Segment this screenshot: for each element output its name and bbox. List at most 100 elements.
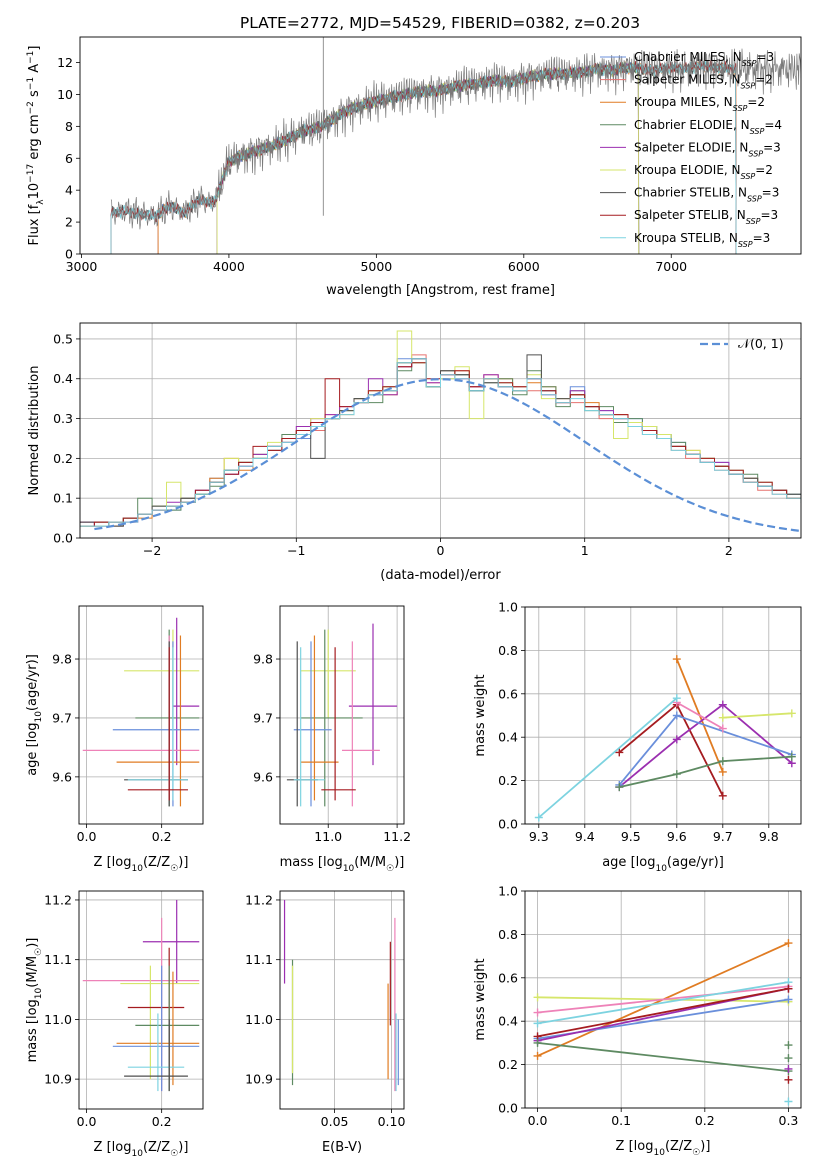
axes-frame [524,890,802,1109]
axes-frame [79,322,802,539]
y-tick-label: 9.7 [52,710,72,725]
x-tick-label: −2 [143,543,161,558]
y-tick-label: 6 [65,151,73,166]
weight-lines [533,939,793,1106]
y-tick-label: 11.0 [245,1012,273,1027]
x-tick-label: 0 [437,543,445,558]
weight-line [538,697,678,819]
axes-frame [78,890,204,1110]
marker [718,757,727,766]
marker [784,1064,793,1073]
y-tick-label: 9.8 [253,652,273,667]
weight-line [618,703,793,788]
legend-label: Salpeter STELIB, NSSP=3 [634,208,778,226]
histogram-step [80,330,801,527]
marker [784,1054,793,1063]
marker [784,1097,793,1106]
marker [784,995,793,1004]
histogram-step [80,362,801,527]
axis-label: Z [log10(Z/Z☉)] [94,855,189,874]
axes-frame [279,890,405,1110]
x-tick-label: 11.2 [383,829,411,844]
weight-line [722,712,792,719]
weight-line [537,987,789,1038]
y-tick-label: 0.5 [53,331,73,346]
y-tick-label: 0.4 [53,371,73,386]
axis-label: wavelength [Angstrom, rest frame] [326,283,555,298]
marker [533,1019,542,1028]
x-tick-label: 5000 [360,259,392,274]
x-tick-label: 9.5 [621,829,641,844]
error-bars [283,899,399,1092]
x-tick-label: 0.0 [528,1113,548,1128]
legend-label: Chabrier ELODIE, NSSP=4 [634,118,782,136]
axes-frame [524,606,802,825]
axis-label: E(B-V) [322,1140,362,1155]
marker [718,713,727,722]
x-tick-label: 0.2 [695,1113,715,1128]
age-vs-metallicity-panel: 0.0 0.2 9.6 9.7 9.8 Z [log10(Z/Z☉)] age [log10… [25,605,204,874]
y-tick-label: 0.4 [498,1014,518,1029]
y-tick-label: 10.9 [44,1072,72,1087]
weight-line [537,981,789,1025]
model-spectrum-line [110,59,737,254]
weight-line [537,1042,789,1072]
axis-label: Z [log10(Z/Z☉)] [616,1139,711,1158]
axis-label: age [log10(age/yr)] [25,654,44,776]
marker [718,791,727,800]
x-tick-label: 0.05 [321,1114,349,1129]
x-tick-label: −1 [287,543,305,558]
y-tick-label: 8 [65,119,73,134]
histogram-step [80,358,801,527]
y-tick-label: 0.6 [498,970,518,985]
axis-label: mass [log10(M/M☉)] [280,855,405,874]
residual-histogram-panel: −2 −1 0 1 2 0.0 0.1 0.2 0.3 0.4 0.5 (data-model)/er… [27,322,802,583]
observed-spectrum-line [110,48,801,230]
marker [533,1008,542,1017]
x-tick-label: 2 [725,543,733,558]
marker [615,783,624,792]
y-tick-label: 11.1 [245,952,273,967]
axis-label: Normed distribution [27,366,42,496]
error-bars [286,623,398,807]
legend-label: Kroupa STELIB, NSSP=3 [634,231,770,249]
y-tick-label: 4 [65,183,73,198]
histogram-step [80,354,801,527]
marker [672,655,681,664]
y-tick-label: 9.6 [52,769,72,784]
legend-label: Chabrier MILES, NSSP=3 [634,50,774,68]
legend-label: Salpeter MILES, NSSP=2 [634,73,773,91]
y-tick-label: 0.2 [53,451,73,466]
y-tick-label: 0.6 [498,686,518,701]
axis-label: Flux [fλ10−17 erg cm−2 s−1 A−1] [26,46,46,246]
marker [787,709,796,718]
y-tick-label: 0.0 [53,531,73,546]
histogram-step [80,358,801,527]
y-tick-label: 0.0 [498,1101,518,1116]
y-tick-label: 9.7 [253,710,273,725]
y-tick-label: 1.0 [498,884,518,899]
axis-label: Z [log10(Z/Z☉)] [94,1140,189,1159]
marker [533,993,542,1002]
weight-line [618,703,724,797]
legend-label: Kroupa MILES, NSSP=2 [634,95,765,113]
y-tick-label: 0.3 [53,411,73,426]
spectrum-lines [110,37,801,254]
y-tick-label: 12 [57,55,73,70]
y-tick-label: 2 [65,215,73,230]
y-tick-label: 11.2 [44,892,72,907]
x-tick-label: 1 [581,543,589,558]
y-tick-label: 9.8 [52,652,72,667]
marker [718,700,727,709]
error-bars [82,617,200,807]
marker [718,724,727,733]
x-tick-label: 9.4 [575,829,595,844]
error-bars [82,899,200,1092]
legend-label: Salpeter ELODIE, NSSP=3 [634,140,781,158]
mass-weight-vs-age-panel: 9.3 9.4 9.5 9.6 9.7 9.8 0.0 0.2 0.4 0.6 0.8 1.0 age … [473,600,802,874]
x-tick-label: 9.8 [759,829,779,844]
axis-label: (data-model)/error [380,568,501,583]
marker [784,1075,793,1084]
axis-label: mass weight [473,958,488,1040]
